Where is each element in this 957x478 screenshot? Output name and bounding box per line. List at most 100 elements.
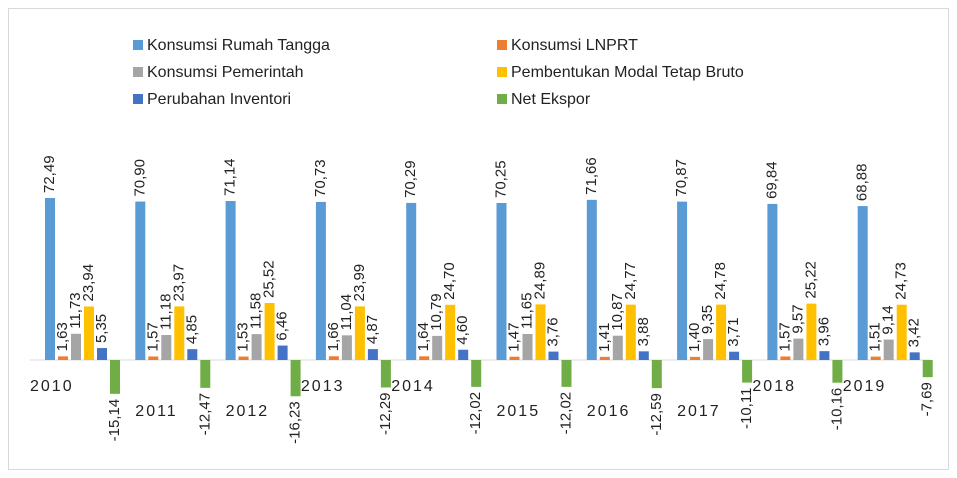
bar [690,356,701,360]
legend-label: Konsumsi Pemerintah [147,64,304,81]
legend-swatch [133,67,143,77]
data-label: 3,71 [725,318,742,347]
bar [767,203,778,360]
bar [238,356,249,360]
data-label: 1,53 [235,322,252,351]
data-label: 23,94 [80,264,97,302]
bar [870,356,881,360]
bar [832,360,843,383]
data-label: 70,25 [492,160,509,198]
bar [883,339,894,360]
bar [625,304,636,360]
data-label: 24,77 [622,262,639,300]
bar [509,356,520,360]
bar [819,351,830,360]
bar [315,201,326,360]
bar [612,335,623,360]
bar [793,338,804,360]
bar [148,356,159,360]
bar [264,302,275,360]
legend-swatch [497,40,507,50]
data-label: 25,52 [261,260,278,298]
legend-label: Pembentukan Modal Tetap Bruto [511,64,744,81]
data-label: 71,14 [222,158,239,196]
bar [651,360,662,389]
data-label: 3,88 [635,317,652,346]
data-label: 1,47 [505,323,522,352]
data-label: 24,89 [531,262,548,300]
legend-swatch [497,94,507,104]
bar [599,356,610,360]
data-label: 5,35 [93,314,110,343]
bar [71,333,81,360]
data-label: 4,87 [364,315,381,344]
data-label: 70,73 [312,159,329,197]
bar [742,360,753,383]
bar [677,201,688,360]
bar [341,335,352,360]
data-label: 11,58 [248,293,265,329]
x-tick-label: 2017 [677,403,721,420]
data-label: 9,35 [699,305,716,334]
data-label: -12,59 [648,393,665,436]
data-label: 1,63 [54,322,71,351]
data-label: 70,90 [131,159,148,197]
bar [251,334,262,360]
legend-label: Konsumsi Rumah Tangga [147,37,330,54]
data-label: -12,02 [467,392,484,435]
legend-swatch [133,40,143,50]
data-label: -16,23 [287,401,304,444]
bar [380,360,391,388]
data-label: 1,41 [596,323,613,352]
data-label: 72,49 [41,155,58,193]
data-label: 11,73 [67,292,84,328]
bar [45,198,55,360]
legend-swatch [497,67,507,77]
data-label: 3,42 [906,318,923,347]
x-tick-label: 2015 [497,403,541,420]
data-label: 70,87 [673,159,690,197]
bar [174,306,185,360]
bar [328,356,339,360]
data-label: 9,57 [789,304,806,333]
data-label: 9,14 [880,305,897,334]
bar [896,304,907,360]
bar [110,360,120,394]
bar [161,335,172,360]
x-tick-label: 2018 [752,378,796,395]
chart-frame [8,8,949,470]
data-label: 24,70 [441,262,458,300]
bar [922,360,933,378]
bar [354,306,365,360]
bar [522,333,533,360]
data-label: -12,47 [196,393,213,436]
data-label: 1,57 [144,322,161,351]
data-label: 23,99 [351,264,368,302]
data-label: 4,85 [183,315,200,344]
bar [290,360,301,397]
bar [703,339,714,360]
bar [716,304,727,360]
data-label: -10,11 [738,388,755,429]
bar [367,349,378,360]
bar [445,304,456,360]
bar [806,303,817,360]
x-tick-label: 2019 [843,378,887,395]
data-label: 6,46 [274,311,291,340]
bar [471,360,482,387]
bar [548,351,559,360]
x-tick-label: 2013 [301,378,345,395]
data-label: 25,22 [802,261,819,299]
bar [406,202,417,360]
bar [857,206,868,360]
data-label: 24,73 [893,262,910,300]
bar [200,360,211,388]
data-label: 1,51 [867,322,884,351]
data-label: 10,79 [428,293,445,331]
x-tick-label: 2014 [391,378,435,395]
bar [432,335,443,360]
data-label: 11,65 [518,293,535,329]
data-label: 11,18 [157,294,174,330]
bar [97,348,107,360]
bar [277,345,288,360]
